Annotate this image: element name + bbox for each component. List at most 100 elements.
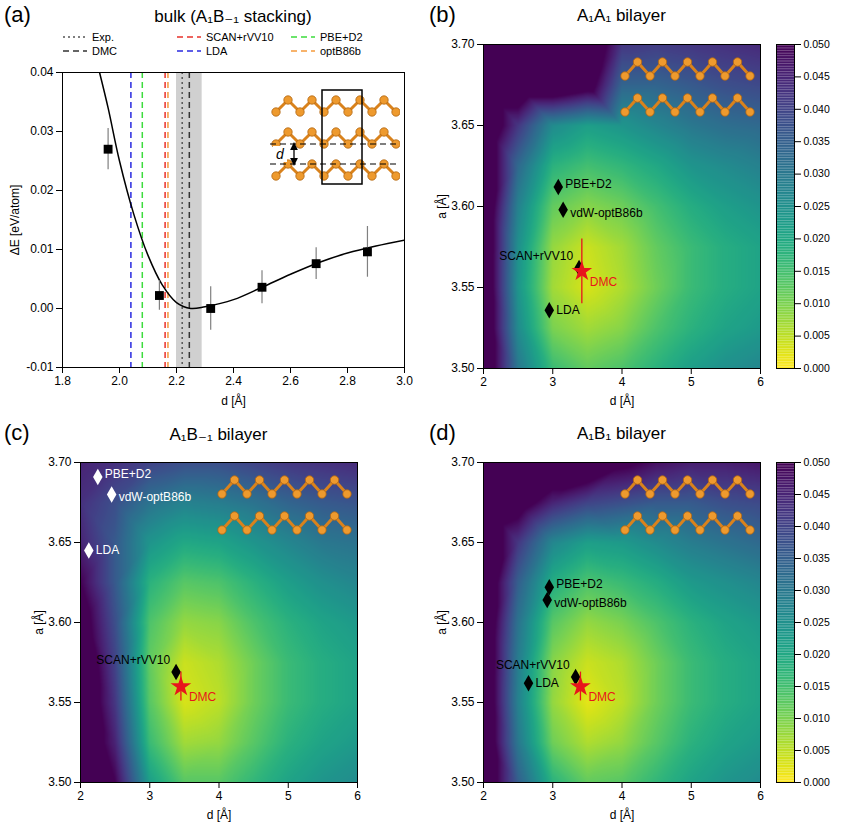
svg-text:LDA: LDA <box>536 676 559 690</box>
svg-text:2.0: 2.0 <box>111 374 128 388</box>
svg-text:DMC: DMC <box>590 275 618 289</box>
html-text:A₁B₁ bilayer: A₁B₁ bilayer <box>577 424 666 443</box>
svg-text:d [Å]: d [Å] <box>207 807 232 822</box>
svg-text:DMC: DMC <box>588 690 616 704</box>
svg-text:3.50: 3.50 <box>48 775 72 789</box>
svg-text:3: 3 <box>549 375 556 389</box>
svg-text:0.000: 0.000 <box>804 776 830 788</box>
svg-text:0.050: 0.050 <box>804 38 830 50</box>
svg-text:LDA: LDA <box>96 543 119 557</box>
svg-text:0.010: 0.010 <box>804 712 830 724</box>
svg-text:ΔE [eV/atom]: ΔE [eV/atom] <box>8 185 22 256</box>
svg-text:DMC: DMC <box>189 690 217 704</box>
svg-text:3.55: 3.55 <box>451 695 475 709</box>
html-text:PBE+D2: PBE+D2 <box>320 31 363 43</box>
svg-text:0.01: 0.01 <box>30 242 54 256</box>
html-text:(a): (a) <box>4 2 31 27</box>
svg-text:3.55: 3.55 <box>48 695 72 709</box>
svg-text:3.70: 3.70 <box>451 455 475 469</box>
svg-text:5: 5 <box>688 789 695 803</box>
svg-text:2: 2 <box>480 375 487 389</box>
svg-text:0.025: 0.025 <box>804 200 830 212</box>
svg-text:d [Å]: d [Å] <box>610 807 635 822</box>
svg-text:vdW-optB86b: vdW-optB86b <box>570 206 643 220</box>
html-text:bulk (A₁B₋₁ stacking): bulk (A₁B₋₁ stacking) <box>154 7 312 26</box>
svg-text:-0.01: -0.01 <box>26 360 54 374</box>
svg-text:0.00: 0.00 <box>30 301 54 315</box>
html-text:(d): (d) <box>429 420 456 445</box>
svg-text:SCAN+rVV10: SCAN+rVV10 <box>499 249 573 263</box>
html-text:SCAN+rVV10: SCAN+rVV10 <box>206 31 274 43</box>
svg-text:0.030: 0.030 <box>804 584 830 596</box>
svg-text:3.70: 3.70 <box>48 455 72 469</box>
html-text:A₁B₋₁ bilayer: A₁B₋₁ bilayer <box>169 425 268 444</box>
svg-text:0.050: 0.050 <box>804 456 830 468</box>
svg-text:0.020: 0.020 <box>804 648 830 660</box>
svg-text:0.03: 0.03 <box>30 124 54 138</box>
svg-text:6: 6 <box>757 375 764 389</box>
svg-text:0.040: 0.040 <box>804 103 830 115</box>
svg-text:0.02: 0.02 <box>30 183 54 197</box>
svg-text:d [Å]: d [Å] <box>610 393 635 408</box>
svg-text:3.60: 3.60 <box>451 199 475 213</box>
svg-text:5: 5 <box>285 789 292 803</box>
svg-text:0.045: 0.045 <box>804 488 830 500</box>
svg-text:0.015: 0.015 <box>804 680 830 692</box>
svg-text:0.025: 0.025 <box>804 616 830 628</box>
svg-text:5: 5 <box>688 375 695 389</box>
svg-text:3.50: 3.50 <box>451 775 475 789</box>
svg-text:1.8: 1.8 <box>54 374 71 388</box>
svg-text:SCAN+rVV10: SCAN+rVV10 <box>96 653 170 667</box>
svg-text:a [Å]: a [Å] <box>434 610 449 635</box>
svg-text:3.50: 3.50 <box>451 361 475 375</box>
svg-text:2.8: 2.8 <box>339 374 356 388</box>
svg-text:3.65: 3.65 <box>451 118 475 132</box>
svg-text:0.045: 0.045 <box>804 70 830 82</box>
html-text:(b): (b) <box>429 2 456 27</box>
svg-text:3.70: 3.70 <box>451 37 475 51</box>
svg-text:3.0: 3.0 <box>396 374 413 388</box>
svg-text:3: 3 <box>146 789 153 803</box>
svg-text:2.4: 2.4 <box>225 374 242 388</box>
svg-text:0.005: 0.005 <box>804 329 830 341</box>
svg-text:0.005: 0.005 <box>804 744 830 756</box>
svg-text:PBE+D2: PBE+D2 <box>556 577 603 591</box>
svg-text:3.65: 3.65 <box>451 535 475 549</box>
svg-text:3.55: 3.55 <box>451 280 475 294</box>
html-text:A₁A₁ bilayer: A₁A₁ bilayer <box>577 6 666 25</box>
svg-text:2.2: 2.2 <box>168 374 185 388</box>
svg-text:vdW-optB86b: vdW-optB86b <box>119 490 192 504</box>
svg-text:PBE+D2: PBE+D2 <box>565 177 612 191</box>
svg-text:0.035: 0.035 <box>804 552 830 564</box>
svg-text:0.015: 0.015 <box>804 265 830 277</box>
svg-text:2: 2 <box>480 789 487 803</box>
svg-text:2: 2 <box>77 789 84 803</box>
svg-text:0.000: 0.000 <box>804 362 830 374</box>
svg-text:a [Å]: a [Å] <box>434 194 449 219</box>
svg-text:LDA: LDA <box>556 303 579 317</box>
svg-text:d [Å]: d [Å] <box>221 393 246 408</box>
svg-text:6: 6 <box>354 789 361 803</box>
svg-text:a [Å]: a [Å] <box>31 610 46 635</box>
svg-text:PBE+D2: PBE+D2 <box>105 467 152 481</box>
svg-text:d: d <box>276 146 285 162</box>
html-text:(c): (c) <box>4 420 30 445</box>
svg-text:0.04: 0.04 <box>30 65 54 79</box>
svg-text:4: 4 <box>619 375 626 389</box>
svg-text:SCAN+rVV10: SCAN+rVV10 <box>496 658 570 672</box>
svg-text:0.040: 0.040 <box>804 520 830 532</box>
svg-text:2.6: 2.6 <box>282 374 299 388</box>
svg-text:3: 3 <box>549 789 556 803</box>
svg-text:3.60: 3.60 <box>451 615 475 629</box>
svg-text:4: 4 <box>216 789 223 803</box>
svg-text:4: 4 <box>619 789 626 803</box>
svg-text:vdW-optB86b: vdW-optB86b <box>554 596 627 610</box>
svg-text:3.65: 3.65 <box>48 535 72 549</box>
html-text:Exp.: Exp. <box>92 31 114 43</box>
svg-text:0.020: 0.020 <box>804 232 830 244</box>
svg-text:6: 6 <box>757 789 764 803</box>
svg-text:0.030: 0.030 <box>804 167 830 179</box>
svg-text:0.035: 0.035 <box>804 135 830 147</box>
svg-text:0.010: 0.010 <box>804 297 830 309</box>
svg-text:3.60: 3.60 <box>48 615 72 629</box>
